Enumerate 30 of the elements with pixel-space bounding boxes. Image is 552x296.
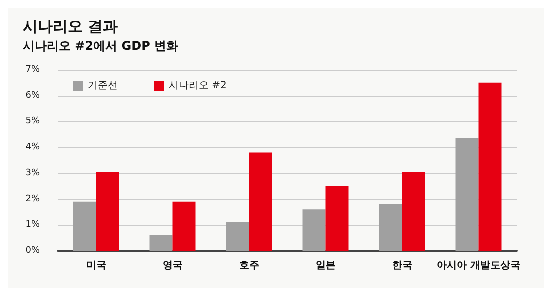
bar	[73, 202, 96, 251]
bar	[456, 138, 479, 251]
y-tick-label: 6%	[26, 90, 40, 101]
chart-title: 시나리오 결과	[23, 18, 118, 36]
bar	[302, 210, 326, 251]
chart-subtitle: 시나리오 #2에서 GDP 변화	[23, 39, 179, 53]
x-tick-label: 영국	[162, 260, 183, 272]
bar	[226, 222, 250, 251]
bar	[379, 204, 402, 251]
y-tick-label: 5%	[26, 116, 40, 127]
legend-label: 기준선	[88, 80, 118, 92]
bar	[326, 186, 349, 251]
x-tick-label: 한국	[392, 260, 412, 272]
x-tick-label: 호주	[239, 260, 260, 272]
bar	[172, 202, 196, 251]
x-tick-label: 아시아 개발도상국	[437, 260, 520, 272]
y-tick-label: 1%	[26, 220, 40, 230]
bar	[249, 152, 272, 251]
bar	[402, 172, 426, 251]
bar	[150, 235, 173, 251]
y-tick-label: 2%	[26, 194, 40, 204]
y-tick-label: 4%	[26, 142, 40, 153]
y-tick-label: 0%	[26, 246, 40, 256]
x-tick-label: 일본	[316, 260, 336, 272]
y-tick-label: 3%	[26, 168, 40, 178]
y-tick-label: 7%	[26, 65, 40, 75]
legend-label: 시나리오 #2	[169, 80, 227, 92]
bar	[478, 82, 502, 251]
bar	[96, 172, 120, 251]
x-tick-label: 미국	[86, 260, 106, 272]
